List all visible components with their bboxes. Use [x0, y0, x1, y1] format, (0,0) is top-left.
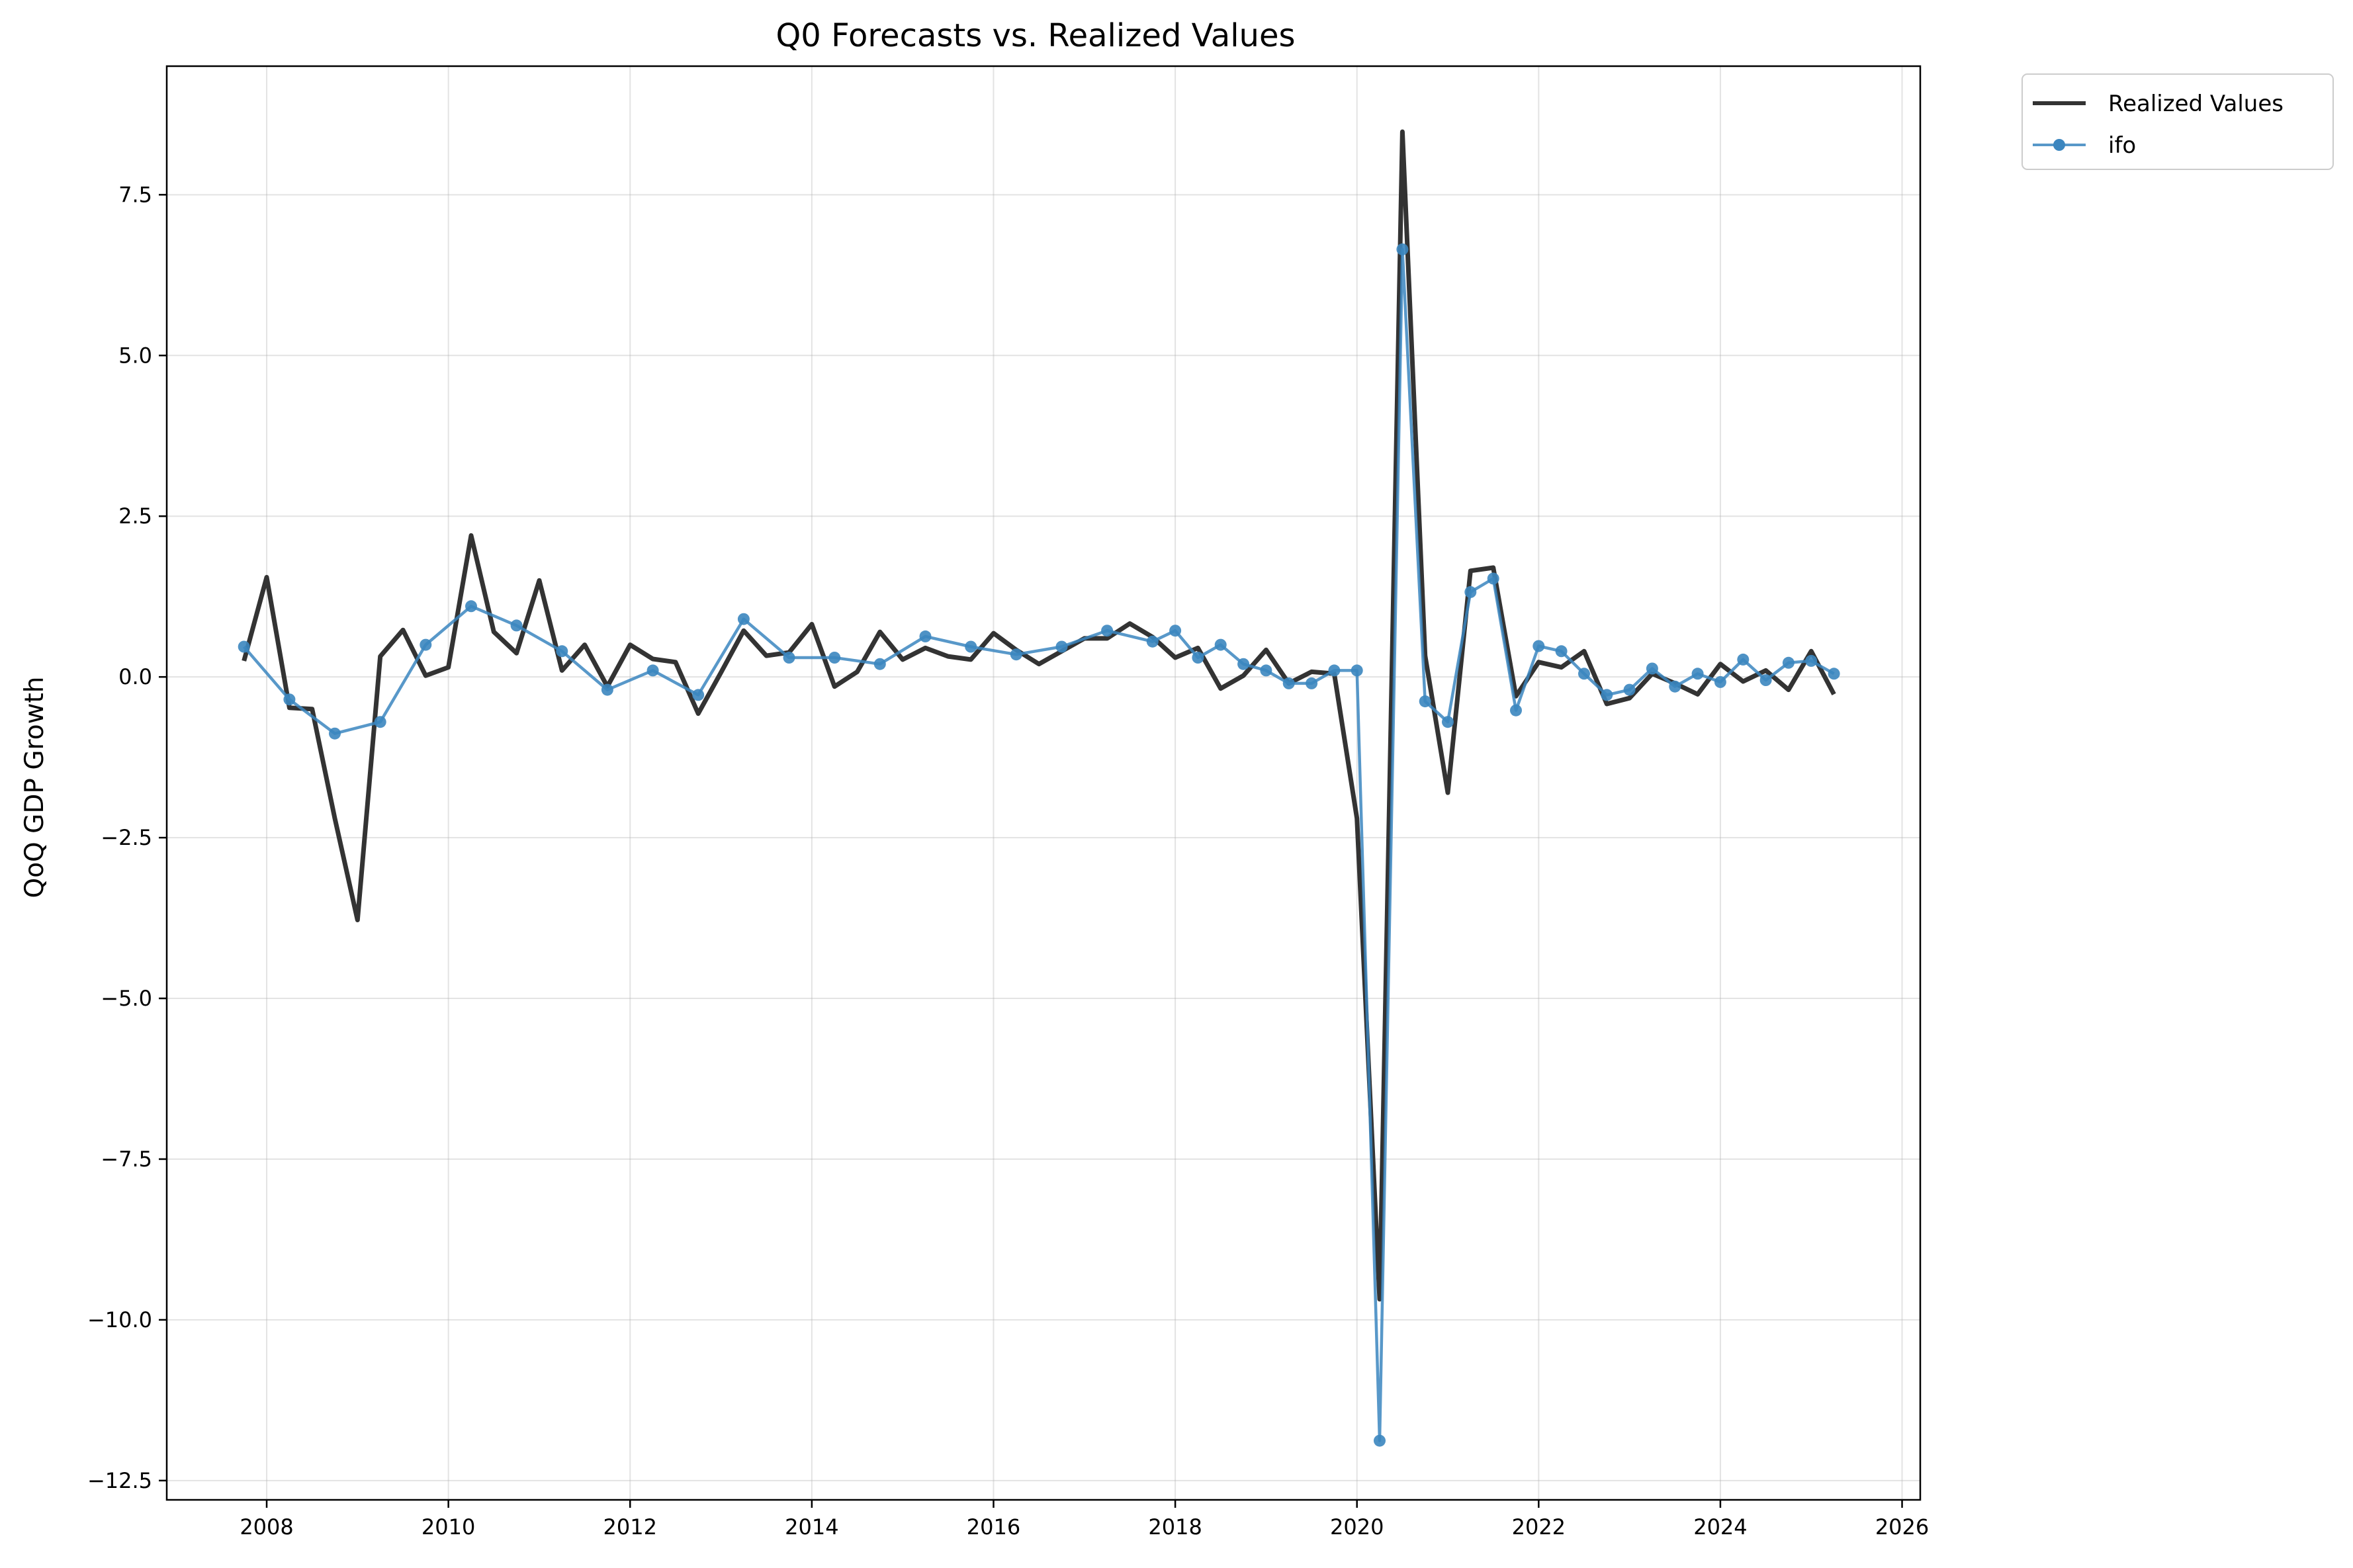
data-point-ifo — [919, 630, 932, 642]
legend-label-realized-values: Realized Values — [2108, 91, 2284, 117]
data-point-ifo — [1737, 653, 1750, 666]
x-tick-label: 2018 — [1148, 1514, 1202, 1540]
data-point-ifo — [1442, 716, 1454, 728]
data-point-ifo — [1578, 668, 1590, 680]
series-line-realized-values — [242, 129, 1836, 1302]
y-tick-label: 7.5 — [118, 182, 152, 207]
data-point-ifo — [1669, 680, 1681, 693]
data-point-ifo — [1101, 625, 1114, 637]
x-tick-label: 2020 — [1330, 1514, 1384, 1540]
y-tick-label: −10.0 — [87, 1307, 152, 1332]
x-axis-ticks: 2008 2010 2012 2014 2016 2018 2020 2022 2024 2026 — [240, 1500, 1929, 1540]
y-tick-label: −5.0 — [101, 986, 152, 1011]
data-point-ifo — [1419, 695, 1431, 708]
data-point-ifo — [873, 658, 886, 670]
series-layer — [238, 129, 1840, 1447]
data-point-ifo — [238, 640, 250, 653]
data-point-ifo — [1396, 243, 1409, 255]
x-tick-label: 2008 — [240, 1514, 293, 1540]
data-point-ifo — [692, 689, 705, 701]
data-point-ifo — [1146, 635, 1159, 648]
y-tick-label: −12.5 — [87, 1468, 152, 1493]
x-tick-label: 2026 — [1875, 1514, 1929, 1540]
data-point-ifo — [1555, 645, 1568, 658]
y-axis-title: QoQ GDP Growth — [20, 677, 50, 898]
legend-frame — [2021, 73, 2334, 170]
x-tick-label: 2016 — [967, 1514, 1020, 1540]
data-point-ifo — [465, 600, 477, 613]
y-axis-ticks: 7.5 5.0 2.5 0.0 −2.5 −5.0 −7.5 −10.0 −12.5 — [87, 182, 167, 1493]
grid-layer — [167, 66, 1920, 1500]
data-point-ifo — [1805, 654, 1818, 667]
x-tick-label: 2014 — [785, 1514, 838, 1540]
data-point-ifo — [1169, 625, 1182, 637]
data-point-ifo — [783, 652, 795, 664]
data-point-ifo — [1237, 658, 1250, 670]
data-point-ifo — [1714, 675, 1726, 688]
x-tick-label: 2012 — [603, 1514, 657, 1540]
data-point-ifo — [1782, 656, 1795, 669]
x-tick-label: 2010 — [422, 1514, 475, 1540]
legend-marker-ifo — [2053, 139, 2065, 151]
data-point-ifo — [1646, 662, 1658, 675]
data-point-ifo — [1691, 668, 1704, 680]
chart-title: Q0 Forecasts vs. Realized Values — [776, 17, 1296, 54]
data-point-ifo — [283, 693, 296, 706]
data-point-ifo — [510, 619, 523, 632]
data-point-ifo — [1351, 664, 1363, 677]
y-tick-label: −2.5 — [101, 825, 152, 850]
data-point-ifo — [1464, 586, 1477, 598]
y-tick-label: 0.0 — [118, 664, 152, 689]
data-point-ifo — [1328, 664, 1341, 677]
data-point-ifo — [1010, 648, 1022, 661]
data-point-ifo — [1214, 638, 1227, 651]
y-tick-label: −7.5 — [101, 1147, 152, 1172]
data-point-ifo — [1623, 683, 1636, 696]
data-point-ifo — [828, 652, 841, 664]
data-point-ifo — [1260, 664, 1272, 677]
y-tick-label: 2.5 — [118, 503, 152, 529]
plot-frame — [165, 65, 1922, 1501]
data-point-ifo — [1510, 704, 1522, 717]
data-point-ifo — [556, 645, 568, 658]
data-point-ifo — [1601, 689, 1613, 701]
data-point-ifo — [1306, 677, 1318, 689]
data-point-ifo — [329, 727, 341, 740]
data-point-ifo — [420, 638, 432, 651]
data-point-ifo — [965, 640, 977, 653]
x-tick-label: 2024 — [1693, 1514, 1747, 1540]
data-point-ifo — [1828, 668, 1840, 680]
data-point-ifo — [1487, 572, 1499, 585]
legend-label-ifo: ifo — [2108, 132, 2136, 159]
data-point-ifo — [646, 664, 659, 677]
legend: Realized Values ifo — [2021, 73, 2334, 170]
data-point-ifo — [1532, 640, 1545, 652]
data-point-ifo — [1374, 1434, 1386, 1447]
data-point-ifo — [601, 683, 613, 696]
x-tick-label: 2022 — [1512, 1514, 1566, 1540]
data-point-ifo — [1192, 652, 1204, 664]
data-point-ifo — [737, 613, 750, 625]
data-point-ifo — [1282, 677, 1295, 689]
data-point-ifo — [1759, 674, 1772, 686]
y-tick-label: 5.0 — [118, 343, 152, 368]
data-point-ifo — [374, 716, 386, 728]
data-point-ifo — [1055, 640, 1068, 653]
